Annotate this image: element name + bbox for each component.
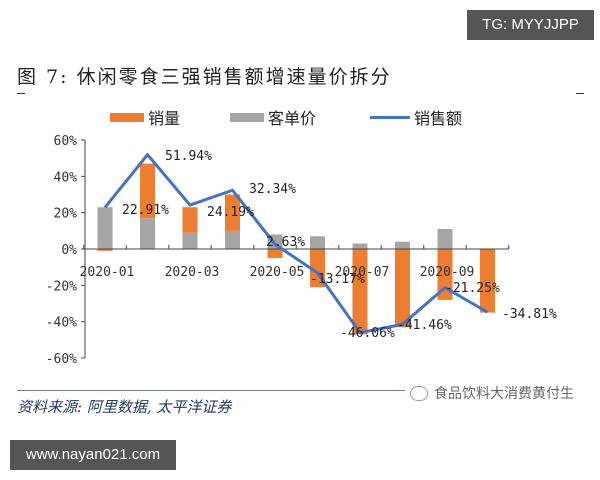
orange-bar-swatch-icon [110,112,144,122]
bar-unit-price [267,234,283,249]
bar-unit-price [225,230,240,249]
data-label: 51.94% [165,149,212,164]
y-tick-label: -40% [46,316,77,331]
x-tick-label: 2020-01 [80,265,135,280]
bar-sales-volume [97,249,113,251]
bar-sales-volume [225,194,240,231]
bar-sales-volume [267,249,283,259]
source-divider [17,390,405,391]
bar-sales-volume [480,249,495,313]
watermark-top: TG: MYYJJPP [467,10,594,40]
y-tick-label: 60% [54,134,78,149]
figure-title: 图 7: 休闲零食三强销售额增速量价拆分 [17,66,392,88]
wechat-icon [410,385,428,401]
chart-legend: 销量 客单价 销售额 [0,105,600,133]
watermark-bottom: www.nayan021.com [10,440,176,470]
data-label: 24.19% [207,205,254,220]
x-tick-label: 2020-07 [335,265,390,280]
bar-unit-price [182,232,198,249]
bar-sales-volume [182,207,198,233]
y-tick-label: 20% [54,207,78,222]
bar-unit-price [310,236,325,249]
bar-sales-volume [352,249,368,335]
data-label: -41.46% [397,318,452,333]
legend-item-sales-volume: 销量 [110,105,180,129]
x-tick-label: 2020-03 [165,265,220,280]
bar-sales-volume [140,163,155,219]
data-label: -46.06% [340,326,395,341]
y-tick-label: -20% [46,279,77,294]
title-divider-right [576,93,584,94]
data-label: -13.17% [310,272,365,287]
title-divider-left [17,93,25,94]
bar-unit-price [395,241,410,249]
data-label: -34.81% [502,307,557,322]
bar-sales-volume [437,249,453,300]
bar-sales-volume [395,249,410,328]
y-tick-label: 40% [54,170,78,185]
bar-unit-price [140,218,155,249]
legend-item-unit-price: 客单价 [230,105,316,129]
blue-line-swatch-icon [370,115,410,119]
legend-label: 销量 [148,109,181,128]
legend-label: 客单价 [268,109,317,128]
x-tick-label: 2020-09 [420,265,475,280]
gray-bar-swatch-icon [230,112,264,122]
y-tick-label: 0% [61,243,77,258]
data-label: 32.34% [249,182,296,197]
bar-unit-price [437,229,453,249]
bar-sales-volume [310,249,325,288]
x-tick-label: 2020-05 [250,265,305,280]
legend-item-sales: 销售额 [370,105,462,129]
data-label: 22.91% [122,203,169,218]
data-label: -21.25% [445,281,500,296]
y-tick-label: -60% [46,352,77,367]
wechat-watermark: 食品饮料大消费黄付生 [410,383,574,403]
data-label: 2.63% [266,235,305,250]
bar-unit-price [352,243,368,249]
wechat-account: 食品饮料大消费黄付生 [434,386,574,402]
bar-unit-price [97,207,113,249]
sales-line [103,153,489,335]
source-note: 资料来源: 阿里数据, 太平洋证券 [17,398,232,416]
legend-label: 销售额 [414,109,463,128]
